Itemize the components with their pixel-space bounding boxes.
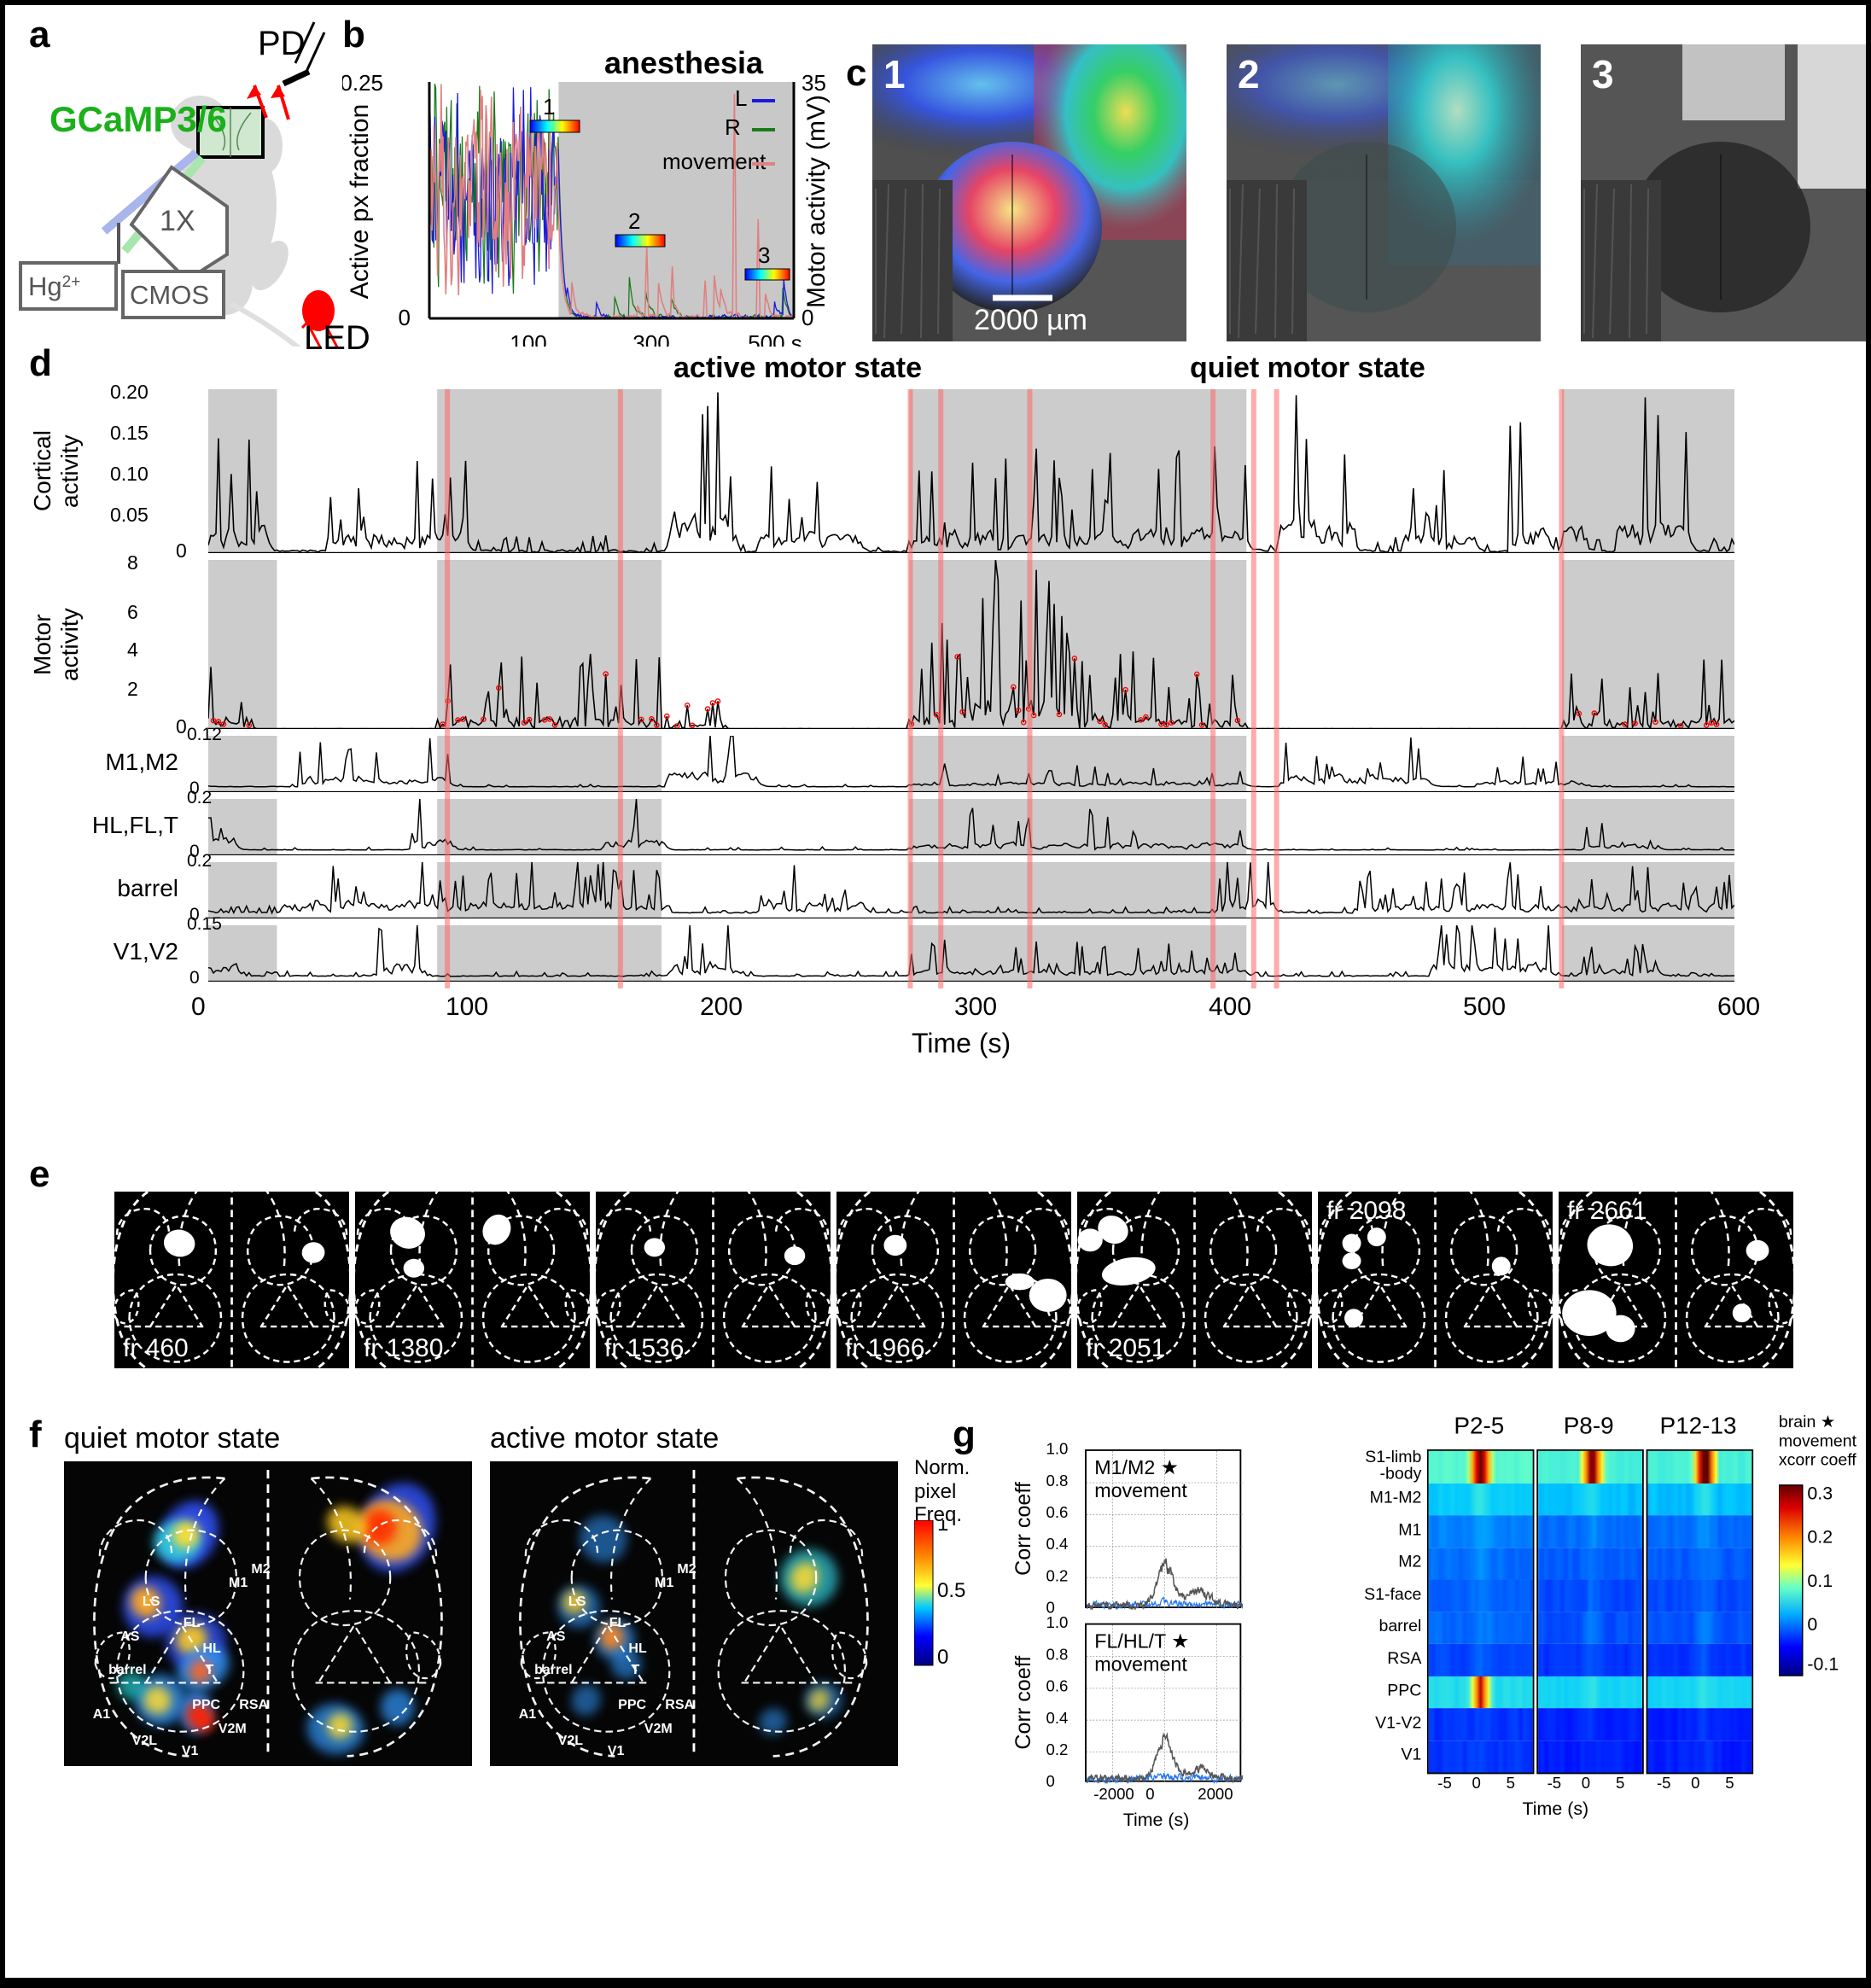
svg-text:1X: 1X: [160, 205, 195, 237]
svg-text:3: 3: [1592, 52, 1614, 96]
svg-text:500 s: 500 s: [748, 330, 802, 347]
svg-text:0.2: 0.2: [1807, 1527, 1833, 1548]
svg-text:0.3: 0.3: [1807, 1484, 1833, 1504]
svg-text:CMOS: CMOS: [130, 280, 209, 310]
svg-text:300: 300: [632, 330, 669, 347]
svg-text:0: 0: [399, 305, 411, 330]
svg-text:100: 100: [510, 330, 546, 347]
svg-text:1: 1: [937, 1520, 948, 1536]
svg-text:Active px fraction: Active px fraction: [346, 104, 374, 299]
svg-text:fr 2051: fr 2051: [1086, 1334, 1165, 1362]
svg-text:0: 0: [937, 1646, 948, 1669]
svg-text:2000 µm: 2000 µm: [974, 304, 1087, 336]
svg-text:1: 1: [543, 94, 555, 120]
svg-text:0.1: 0.1: [1807, 1571, 1833, 1591]
svg-text:35: 35: [801, 70, 826, 96]
svg-text:fr 1966: fr 1966: [845, 1334, 924, 1362]
svg-text:fr 2661: fr 2661: [1567, 1197, 1647, 1225]
svg-text:anesthesia: anesthesia: [604, 45, 764, 80]
svg-text:0.25: 0.25: [342, 70, 383, 96]
svg-text:2: 2: [628, 208, 640, 234]
svg-text:R: R: [725, 114, 741, 140]
svg-text:fr 1536: fr 1536: [604, 1334, 684, 1362]
svg-text:L: L: [735, 85, 747, 111]
svg-text:3: 3: [758, 242, 770, 268]
svg-text:0: 0: [1807, 1614, 1817, 1635]
svg-text:1: 1: [883, 52, 906, 96]
svg-text:Motor activity (mV): Motor activity (mV): [802, 95, 831, 308]
svg-text:GCaMP3/6: GCaMP3/6: [50, 99, 227, 139]
svg-text:fr 460: fr 460: [123, 1334, 189, 1362]
svg-text:fr 1380: fr 1380: [364, 1334, 443, 1362]
svg-text:-0.1: -0.1: [1807, 1654, 1839, 1675]
svg-text:fr 2098: fr 2098: [1326, 1197, 1406, 1225]
svg-text:2: 2: [1238, 52, 1260, 96]
svg-text:movement: movement: [662, 149, 766, 174]
